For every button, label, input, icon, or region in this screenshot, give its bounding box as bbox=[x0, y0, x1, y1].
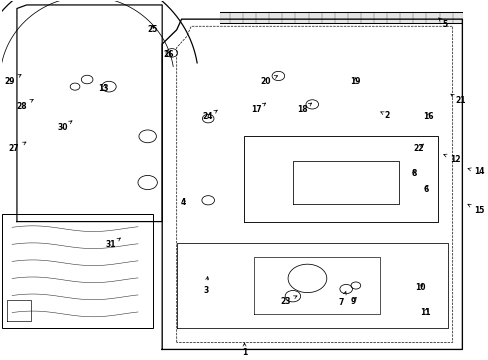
Text: 27: 27 bbox=[9, 142, 26, 153]
Text: 12: 12 bbox=[443, 154, 460, 164]
Text: 4: 4 bbox=[181, 198, 186, 207]
Text: 18: 18 bbox=[296, 103, 311, 114]
Text: 10: 10 bbox=[415, 283, 425, 292]
Text: 16: 16 bbox=[422, 112, 432, 121]
Text: 2: 2 bbox=[380, 111, 389, 120]
Text: 31: 31 bbox=[105, 238, 120, 249]
Bar bbox=[2, 215, 152, 328]
Text: 20: 20 bbox=[260, 76, 277, 86]
Text: 8: 8 bbox=[410, 169, 415, 178]
Text: 22: 22 bbox=[412, 144, 423, 153]
Text: 30: 30 bbox=[57, 121, 72, 132]
Text: 1: 1 bbox=[242, 343, 246, 357]
Text: 25: 25 bbox=[147, 25, 157, 34]
Text: 13: 13 bbox=[98, 84, 109, 93]
Text: 14: 14 bbox=[467, 167, 484, 176]
Text: 23: 23 bbox=[280, 296, 296, 306]
Text: 5: 5 bbox=[438, 18, 447, 29]
Text: 11: 11 bbox=[420, 308, 430, 317]
Text: 26: 26 bbox=[163, 50, 174, 59]
Text: 28: 28 bbox=[16, 99, 33, 111]
Text: 7: 7 bbox=[338, 292, 346, 307]
Text: 9: 9 bbox=[350, 297, 355, 306]
Text: 19: 19 bbox=[349, 77, 360, 86]
Text: 21: 21 bbox=[450, 94, 465, 105]
Text: 17: 17 bbox=[250, 103, 265, 114]
Text: 29: 29 bbox=[4, 75, 21, 86]
Text: 6: 6 bbox=[423, 185, 427, 194]
Text: 15: 15 bbox=[467, 204, 484, 215]
Text: 24: 24 bbox=[202, 110, 217, 121]
Text: 3: 3 bbox=[203, 276, 208, 294]
